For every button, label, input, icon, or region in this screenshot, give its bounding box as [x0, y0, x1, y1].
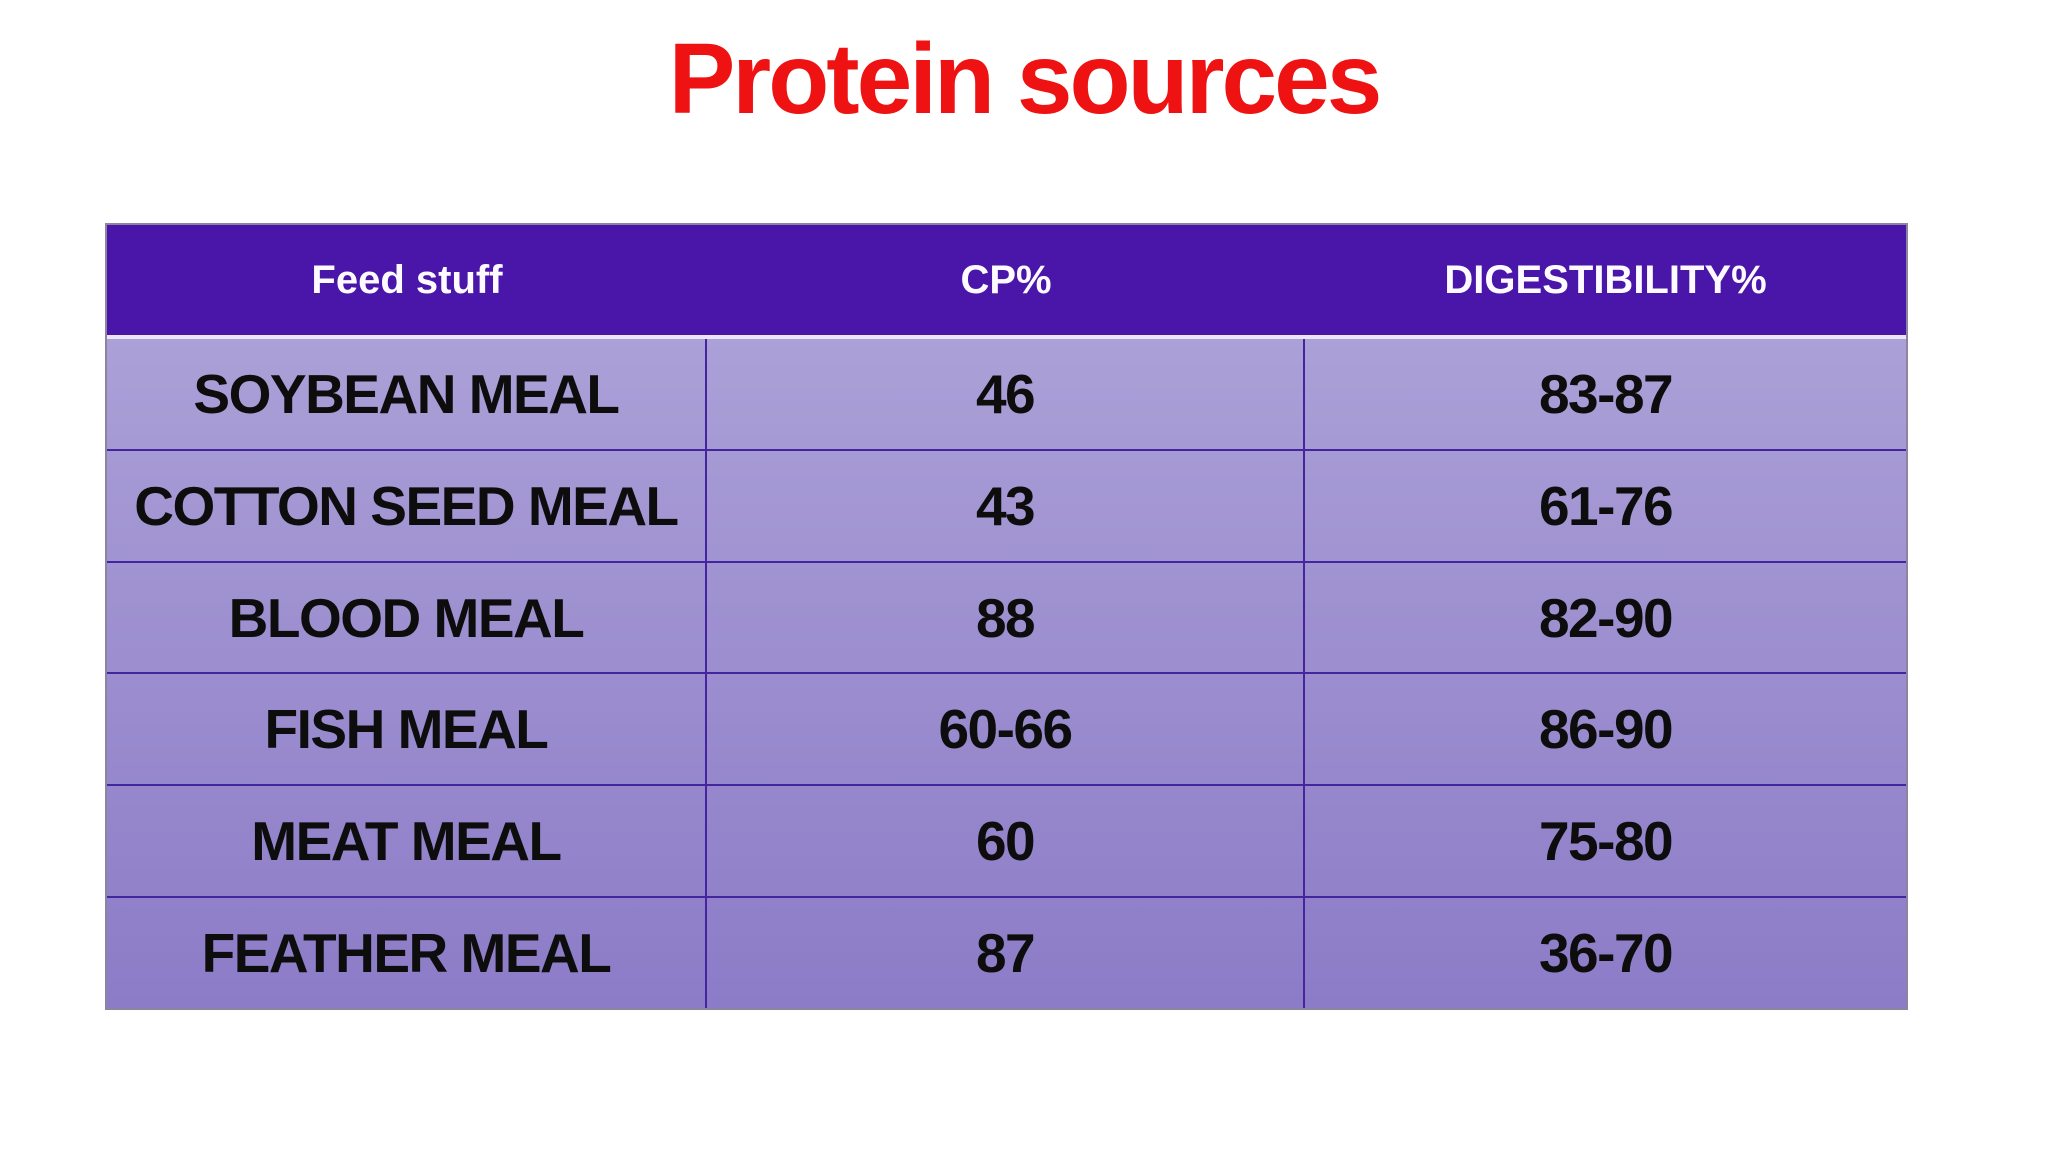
protein-sources-table: Feed stuff CP% DIGESTIBILITY% SOYBEAN ME… [105, 223, 1908, 1010]
cell-cp-percent: 60 [707, 786, 1306, 897]
cell-feed-stuff: SOYBEAN MEAL [107, 339, 707, 449]
table-body: SOYBEAN MEAL 46 83-87 COTTON SEED MEAL 4… [107, 339, 1906, 1008]
cell-cp-percent: 60-66 [707, 674, 1306, 785]
page-title: Protein sources [668, 23, 1383, 135]
table-row: FISH MEAL 60-66 86-90 [107, 674, 1906, 787]
cell-cp-percent: 43 [707, 450, 1306, 561]
cell-feed-stuff: MEAT MEAL [107, 786, 707, 897]
cell-feed-stuff: FEATHER MEAL [107, 898, 707, 1008]
table-header-row: Feed stuff CP% DIGESTIBILITY% [107, 225, 1906, 339]
table-row: FEATHER MEAL 87 36-70 [107, 898, 1906, 1008]
cell-feed-stuff: FISH MEAL [107, 674, 707, 785]
table-row: MEAT MEAL 60 75-80 [107, 786, 1906, 899]
cell-cp-percent: 46 [707, 339, 1306, 449]
column-header-digestibility-percent: DIGESTIBILITY% [1444, 257, 1767, 302]
cell-cp-percent: 87 [707, 898, 1306, 1008]
cell-digestibility-percent: 86-90 [1538, 698, 1674, 761]
cell-digestibility-percent: 75-80 [1538, 810, 1674, 873]
cell-feed-stuff: BLOOD MEAL [107, 562, 707, 673]
table-row: BLOOD MEAL 88 82-90 [107, 562, 1906, 675]
cell-digestibility-percent: 61-76 [1538, 474, 1674, 537]
cell-digestibility-percent: 36-70 [1538, 922, 1674, 985]
cell-feed-stuff: COTTON SEED MEAL [107, 450, 707, 561]
cell-cp-percent: 88 [707, 562, 1306, 673]
column-header-cp-percent: CP% [960, 257, 1052, 302]
cell-digestibility-percent: 83-87 [1538, 362, 1674, 425]
table-row: SOYBEAN MEAL 46 83-87 [107, 339, 1906, 451]
cell-digestibility-percent: 82-90 [1538, 586, 1674, 649]
column-header-feed-stuff: Feed stuff [311, 257, 503, 302]
table-row: COTTON SEED MEAL 43 61-76 [107, 450, 1906, 563]
